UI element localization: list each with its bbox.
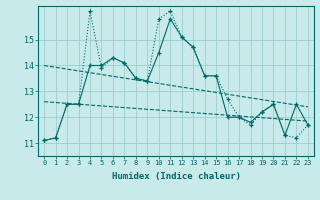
X-axis label: Humidex (Indice chaleur): Humidex (Indice chaleur) xyxy=(111,172,241,181)
